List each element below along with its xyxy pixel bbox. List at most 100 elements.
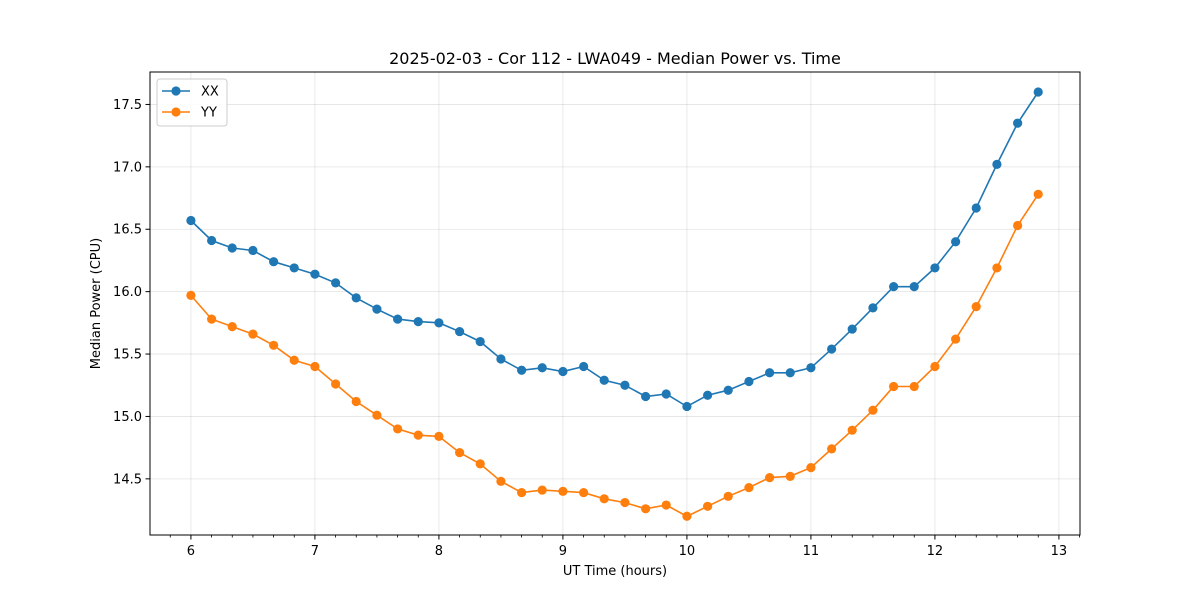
legend: XX YY [156, 78, 228, 127]
legend-label-yy: YY [200, 106, 217, 121]
x-tick-label: 6 [187, 544, 195, 559]
data-point-xx [455, 326, 465, 337]
data-point-xx [765, 368, 775, 378]
series-xx [186, 87, 1043, 412]
data-point-yy [827, 444, 837, 454]
series-line-yy [190, 193, 1039, 518]
data-point-yy [641, 504, 651, 514]
data-point-yy [269, 340, 279, 350]
data-point-yy [455, 448, 465, 458]
data-point-yy [372, 410, 382, 420]
data-point-xx [372, 304, 382, 314]
x-tick-label: 13 [1051, 544, 1068, 559]
data-point-xx [310, 269, 320, 279]
data-point-yy [186, 290, 196, 300]
data-point-yy [703, 501, 713, 511]
y-tick-label: 15.5 [113, 348, 142, 363]
data-point-xx [248, 245, 258, 256]
data-point-yy [992, 263, 1002, 273]
data-point-yy [889, 381, 899, 392]
x-tick-label: 9 [559, 544, 567, 559]
data-point-xx [393, 314, 403, 324]
data-point-yy [951, 334, 961, 344]
data-point-xx [951, 237, 961, 247]
data-point-xx [868, 303, 878, 313]
data-point-xx [1033, 87, 1043, 97]
legend-marker-yy [171, 107, 181, 117]
y-tick-label: 15.0 [113, 410, 142, 425]
data-point-xx [517, 365, 527, 375]
data-point-xx [579, 361, 589, 372]
data-point-xx [1013, 118, 1023, 128]
data-point-yy [620, 497, 630, 508]
data-point-xx [413, 316, 423, 327]
data-point-xx [682, 401, 692, 412]
y-tick-label: 16.5 [113, 223, 142, 238]
data-point-xx [331, 278, 341, 288]
data-point-yy [1013, 220, 1023, 231]
data-point-yy [579, 487, 589, 498]
series-yy [186, 189, 1043, 521]
data-point-xx [703, 390, 713, 400]
data-point-xx [723, 385, 733, 395]
data-point-xx [351, 293, 361, 303]
data-point-yy [207, 314, 217, 324]
chart-title: 2025-02-03 - Cor 112 - LWA049 - Median P… [389, 49, 841, 68]
y-tick-label: 14.5 [113, 472, 142, 487]
data-point-xx [971, 203, 981, 213]
data-point-xx [847, 324, 857, 334]
data-point-xx [661, 389, 671, 399]
plot-frame [149, 71, 1081, 536]
data-point-xx [227, 243, 237, 253]
data-point-xx [537, 363, 547, 373]
grid [150, 72, 1080, 535]
y-axis: 14.5 15.0 15.5 16.0 16.5 17.0 17.5 [113, 98, 150, 487]
data-point-xx [909, 282, 919, 292]
data-point-yy [1033, 189, 1043, 199]
data-point-xx [186, 215, 196, 226]
data-point-xx [827, 344, 837, 354]
data-point-yy [971, 302, 981, 312]
data-point-xx [620, 380, 630, 390]
data-point-xx [641, 391, 651, 402]
data-point-yy [785, 471, 795, 481]
data-point-yy [310, 361, 320, 372]
data-point-xx [806, 363, 816, 373]
y-axis-label: Median Power (CPU) [89, 238, 104, 369]
data-point-yy [868, 405, 878, 415]
x-tick-label: 10 [679, 544, 696, 559]
x-axis-label: UT Time (hours) [563, 564, 667, 579]
data-point-xx [889, 282, 899, 292]
data-point-xx [558, 366, 568, 377]
x-tick-label: 12 [927, 544, 944, 559]
y-tick-label: 16.0 [113, 285, 142, 300]
y-tick-label: 17.5 [113, 98, 142, 113]
x-tick-label: 7 [311, 544, 319, 559]
data-point-xx [496, 354, 506, 364]
data-point-yy [847, 425, 857, 435]
data-point-yy [723, 491, 733, 501]
data-point-yy [909, 381, 919, 392]
series-layer [186, 87, 1043, 521]
data-point-yy [537, 485, 547, 495]
x-axis: 6 7 8 9 10 11 12 13 [169, 535, 1080, 559]
data-point-xx [599, 375, 609, 385]
data-point-yy [682, 511, 692, 521]
legend-label-xx: XX [201, 85, 219, 100]
data-point-yy [558, 486, 568, 496]
data-point-yy [599, 494, 609, 504]
y-tick-label: 17.0 [113, 160, 142, 175]
data-point-yy [248, 329, 258, 339]
data-point-xx [289, 263, 299, 273]
data-point-yy [517, 487, 527, 498]
legend-marker-xx [171, 86, 181, 96]
data-point-yy [434, 431, 444, 442]
data-point-xx [475, 336, 485, 347]
data-point-xx [785, 368, 795, 378]
data-point-yy [496, 476, 506, 486]
data-point-yy [351, 396, 361, 407]
data-point-yy [661, 500, 671, 510]
data-point-yy [475, 459, 485, 469]
data-point-yy [930, 361, 940, 372]
